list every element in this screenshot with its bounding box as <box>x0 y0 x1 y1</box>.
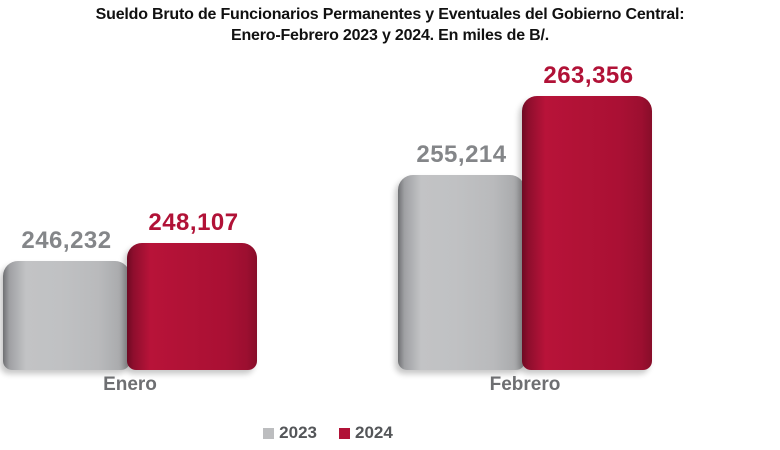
chart-title: Sueldo Bruto de Funcionarios Permanentes… <box>0 4 780 46</box>
legend: 2023 2024 <box>0 423 656 443</box>
legend-label-2023: 2023 <box>279 423 317 442</box>
bar-group-febrero: 255,214 263,356 <box>398 62 652 370</box>
bar-column-febrero-2024: 263,356 <box>522 62 652 370</box>
bar-enero-2023 <box>3 261 130 370</box>
bar-enero-2024 <box>127 243 257 370</box>
bar-febrero-2024 <box>522 96 652 370</box>
bar-column-enero-2023: 246,232 <box>3 227 130 370</box>
bar-febrero-2023 <box>398 175 525 370</box>
plot-area: 246,232 248,107 255,214 263,356 <box>3 62 652 370</box>
legend-swatch-2023-icon <box>263 427 275 439</box>
legend-label-2024: 2024 <box>355 423 393 442</box>
value-label-enero-2024: 248,107 <box>148 209 239 236</box>
legend-swatch-2024-icon <box>339 427 350 439</box>
bar-column-enero-2024: 248,107 <box>127 209 257 370</box>
category-label-febrero: Febrero <box>489 374 561 395</box>
category-label-enero: Enero <box>103 374 157 395</box>
value-label-enero-2023: 246,232 <box>21 227 112 254</box>
legend-item-2023: 2023 <box>263 423 317 443</box>
bar-group-enero: 246,232 248,107 <box>3 209 257 370</box>
bar-column-febrero-2023: 255,214 <box>398 141 525 370</box>
value-label-febrero-2024: 263,356 <box>543 62 634 89</box>
chart-title-line1: Sueldo Bruto de Funcionarios Permanentes… <box>95 6 685 23</box>
chart-title-line2: Enero-Febrero 2023 y 2024. En miles de B… <box>231 27 549 44</box>
value-label-febrero-2023: 255,214 <box>416 141 507 168</box>
legend-item-2024: 2024 <box>339 423 393 443</box>
